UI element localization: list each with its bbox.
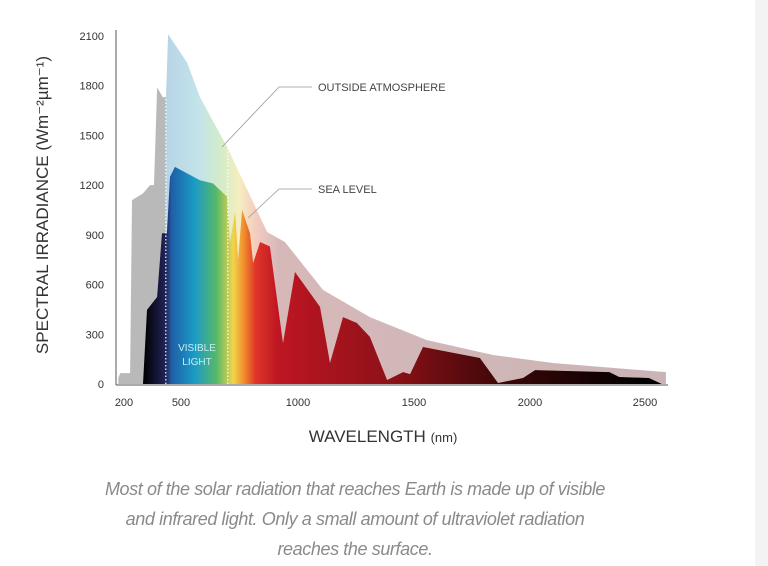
x-tick-label: 500 — [172, 397, 190, 409]
y-tick-label: 600 — [86, 280, 104, 292]
visible-label-line1: VISIBLE — [178, 343, 216, 354]
x-tick-label: 1000 — [286, 397, 310, 409]
visible-label-line2: LIGHT — [182, 357, 211, 368]
x-axis-title: WAVELENGTH — [309, 427, 426, 446]
sea-level-area — [143, 166, 662, 384]
x-tick-label: 2000 — [518, 397, 542, 409]
x-tick-label: 1500 — [402, 397, 426, 409]
y-tick-label: 1800 — [80, 81, 104, 93]
outside-atmosphere-leader — [221, 86, 312, 148]
x-tick-label: 200 — [115, 397, 133, 409]
x-tick-label: 2500 — [633, 397, 657, 409]
caption-line: Most of the solar radiation that reaches… — [104, 479, 606, 499]
sea-level-leader — [247, 188, 312, 219]
sea-level-label: SEA LEVEL — [318, 184, 377, 196]
y-tick-label: 0 — [98, 379, 104, 391]
y-axis-label: SPECTRAL IRRADIANCE (Wm⁻²µm⁻¹) — [33, 56, 52, 354]
y-tick-label: 900 — [86, 230, 104, 242]
page-side-strip — [755, 0, 768, 566]
figure-caption: Most of the solar radiation that reaches… — [0, 474, 710, 564]
caption-line: and infrared light. Only a small amount … — [125, 509, 585, 529]
caption-line: reaches the surface. — [277, 539, 433, 559]
x-axis-label: WAVELENGTH (nm) — [309, 427, 458, 446]
y-tick-label: 2100 — [80, 31, 104, 43]
outside-atmosphere-label: OUTSIDE ATMOSPHERE — [318, 82, 446, 94]
y-tick-label: 1200 — [80, 180, 104, 192]
y-tick-label: 300 — [86, 329, 104, 341]
y-tick-label: 1500 — [80, 130, 104, 142]
solar-spectrum-chart: 0 300 600 900 1200 1500 1800 2100 200 500 1000 150… — [33, 30, 668, 446]
x-axis-unit: (nm) — [431, 430, 458, 445]
